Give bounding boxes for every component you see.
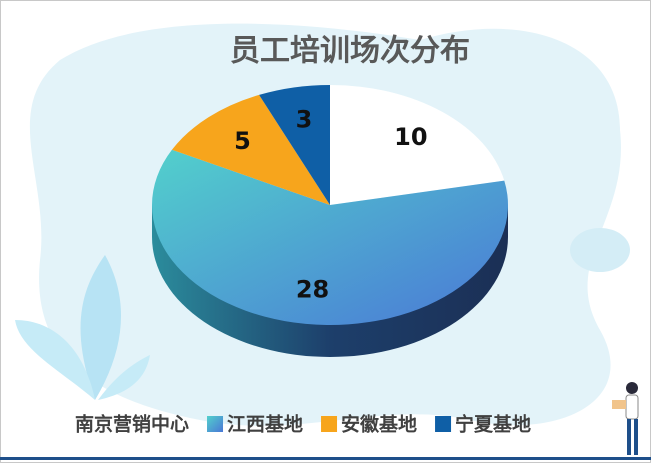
data-label: 10 <box>394 123 427 151</box>
legend-label: 宁夏基地 <box>455 413 531 436</box>
chart: 员工培训场次分布 10 28 5 3 南京营销中心 江西基地 安徽基地 宁夏基地 <box>0 0 651 463</box>
data-label: 28 <box>296 276 329 304</box>
legend-swatch <box>321 416 337 432</box>
legend: 南京营销中心 江西基地 安徽基地 宁夏基地 <box>55 413 531 436</box>
bottom-line <box>0 457 651 460</box>
legend-swatch <box>55 416 71 432</box>
legend-label: 江西基地 <box>227 413 303 436</box>
legend-label: 南京营销中心 <box>75 413 189 436</box>
legend-label: 安徽基地 <box>341 413 417 436</box>
pie: 10 28 5 3 <box>152 85 508 357</box>
background-blob <box>570 228 630 272</box>
data-label: 5 <box>234 127 251 155</box>
legend-swatch <box>207 416 223 432</box>
chart-title: 员工培训场次分布 <box>230 34 470 69</box>
legend-swatch <box>435 416 451 432</box>
data-label: 3 <box>296 105 313 133</box>
